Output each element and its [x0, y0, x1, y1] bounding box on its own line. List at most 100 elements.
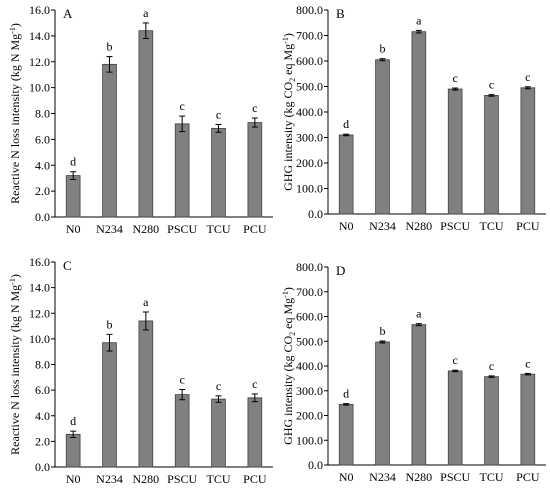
x-tick-label: PCU — [243, 222, 267, 236]
y-tick-label: 4.0 — [35, 158, 50, 172]
x-tick-label: N0 — [339, 219, 354, 233]
panel-label: D — [336, 263, 345, 278]
x-tick-label: PCU — [516, 470, 540, 484]
bar-n234 — [102, 63, 117, 218]
bar-n234 — [375, 59, 390, 215]
y-tick-label: 12.0 — [29, 55, 50, 69]
y-tick-label: 0.0 — [308, 458, 323, 472]
y-tick-label: 0.0 — [35, 210, 50, 224]
significance-letter: c — [489, 78, 494, 92]
y-tick-label: 500.0 — [296, 80, 323, 94]
y-tick-label: 8.0 — [35, 107, 50, 121]
bar-pcu — [520, 373, 536, 466]
significance-letter: d — [343, 387, 349, 401]
x-tick-label: N234 — [369, 219, 396, 233]
x-tick-label: N0 — [66, 222, 81, 236]
significance-letter: a — [143, 6, 149, 20]
bar-n0 — [65, 175, 81, 218]
bar-tcu — [484, 376, 499, 466]
bar-n280 — [411, 324, 427, 466]
y-tick-label: 600.0 — [296, 310, 323, 324]
significance-letter: c — [252, 101, 257, 115]
y-tick-label: 10.0 — [29, 332, 50, 346]
y-tick-label: 200.0 — [296, 409, 323, 423]
bar-n280 — [138, 320, 154, 468]
significance-letter: c — [489, 359, 494, 373]
significance-letter: a — [416, 13, 422, 27]
x-tick-label: N234 — [96, 222, 123, 236]
y-tick-label: 600.0 — [296, 54, 323, 68]
y-tick-label: 400.0 — [296, 105, 323, 119]
y-tick-label: 100.0 — [296, 433, 323, 447]
bar-pcu — [520, 87, 536, 215]
x-tick-label: PSCU — [167, 222, 197, 236]
significance-letter: b — [107, 40, 113, 54]
y-tick-label: 16.0 — [29, 255, 50, 269]
x-tick-label: PCU — [243, 472, 267, 486]
y-tick-label: 300.0 — [296, 131, 323, 145]
significance-letter: c — [216, 107, 221, 121]
y-tick-label: 200.0 — [296, 156, 323, 170]
y-tick-label: 6.0 — [35, 383, 50, 397]
significance-letter: c — [252, 377, 257, 391]
bar-pscu — [447, 370, 463, 466]
y-tick-label: 500.0 — [296, 334, 323, 348]
bar-pscu — [447, 88, 463, 215]
bar-n234 — [102, 342, 117, 468]
significance-letter: c — [453, 71, 458, 85]
significance-letter: b — [380, 324, 386, 338]
significance-letter: b — [107, 317, 113, 331]
bar-tcu — [211, 398, 226, 468]
bar-pscu — [174, 394, 190, 468]
x-tick-label: N234 — [96, 472, 123, 486]
x-tick-label: N0 — [339, 470, 354, 484]
y-tick-label: 700.0 — [296, 29, 323, 43]
x-tick-label: TCU — [207, 472, 231, 486]
panel-label: A — [63, 6, 73, 21]
x-tick-label: N234 — [369, 470, 396, 484]
x-tick-label: N280 — [132, 222, 159, 236]
panel-label: B — [336, 6, 345, 21]
y-tick-label: 0.0 — [308, 207, 323, 221]
significance-letter: c — [525, 70, 530, 84]
panel-d: 0.0 100.0 200.0 300.0 400.0 500.0 600.0 700.0 80… — [281, 260, 546, 484]
bar-pcu — [247, 397, 263, 468]
x-tick-label: N280 — [132, 472, 159, 486]
significance-letter: c — [180, 99, 185, 113]
bar-pscu — [174, 123, 190, 218]
bar-n234 — [375, 341, 390, 466]
significance-letter: a — [416, 307, 422, 321]
y-tick-label: 8.0 — [35, 358, 50, 372]
significance-letter: c — [525, 356, 530, 370]
x-tick-label: PCU — [516, 219, 540, 233]
y-tick-label: 4.0 — [35, 409, 50, 423]
y-axis-title: Reactive N loss intensity (kg N Mg-1) — [8, 23, 22, 204]
y-tick-label: 2.0 — [35, 184, 50, 198]
y-tick-label: 300.0 — [296, 384, 323, 398]
significance-letter: d — [343, 117, 349, 131]
significance-letter: b — [380, 42, 386, 56]
significance-letter: c — [453, 353, 458, 367]
bar-tcu — [211, 127, 226, 218]
bar-n0 — [338, 403, 354, 466]
bar-n0 — [65, 433, 81, 468]
x-tick-label: PSCU — [440, 470, 470, 484]
bar-pcu — [247, 122, 263, 218]
y-axis-title: Reactive N loss intensity (kg N Mg-1) — [8, 274, 22, 455]
y-tick-label: 2.0 — [35, 434, 50, 448]
bar-n280 — [411, 31, 427, 215]
panel-a: 0.0 2.0 4.0 6.0 8.0 10.0 12.0 14.0 16.0 A Reactive… — [8, 3, 273, 236]
bar-n0 — [338, 134, 354, 215]
significance-letter: c — [180, 372, 185, 386]
y-tick-label: 700.0 — [296, 285, 323, 299]
panel-c: 0.0 2.0 4.0 6.0 8.0 10.0 12.0 14.0 16.0 C Reactive… — [8, 255, 273, 486]
x-tick-label: TCU — [480, 470, 504, 484]
panel-label: C — [63, 258, 72, 273]
x-tick-label: TCU — [207, 222, 231, 236]
y-tick-label: 10.0 — [29, 81, 50, 95]
y-tick-label: 400.0 — [296, 359, 323, 373]
x-tick-label: N0 — [66, 472, 81, 486]
y-tick-label: 800.0 — [296, 260, 323, 274]
x-tick-label: TCU — [480, 219, 504, 233]
